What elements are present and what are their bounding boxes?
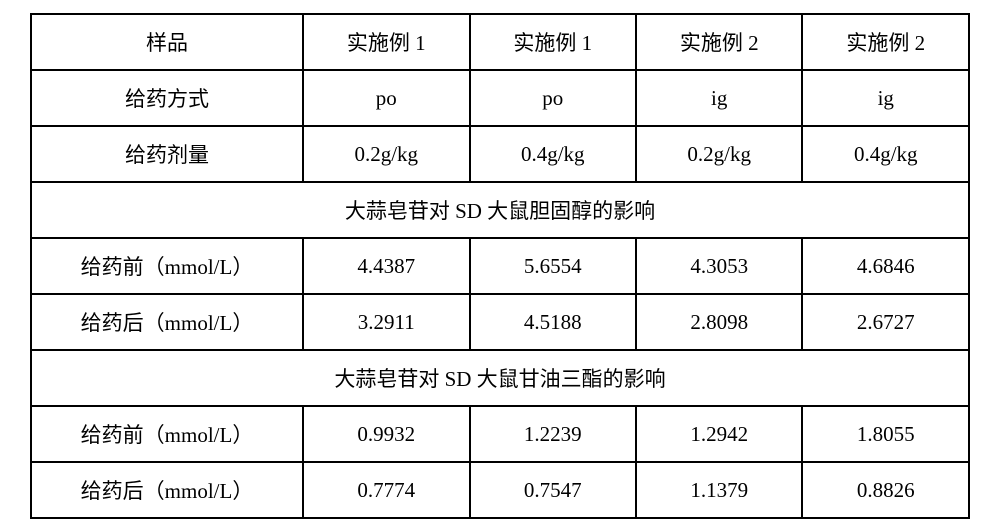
cell-data: 5.6554	[470, 238, 636, 294]
cell-label: 样品	[31, 14, 303, 70]
cell-data: 4.5188	[470, 294, 636, 350]
cell-data: 实施例 2	[802, 14, 969, 70]
table-row: 给药后（mmol/L） 0.7774 0.7547 1.1379 0.8826	[31, 462, 969, 518]
cell-data: 0.7547	[470, 462, 636, 518]
cell-data: 2.6727	[802, 294, 969, 350]
table-row: 给药前（mmol/L） 0.9932 1.2239 1.2942 1.8055	[31, 406, 969, 462]
cell-data: 0.2g/kg	[303, 126, 469, 182]
table-row: 给药剂量 0.2g/kg 0.4g/kg 0.2g/kg 0.4g/kg	[31, 126, 969, 182]
cell-data: 0.9932	[303, 406, 469, 462]
cell-label: 给药前（mmol/L）	[31, 406, 303, 462]
cell-data: po	[303, 70, 469, 126]
cell-data: 1.1379	[636, 462, 802, 518]
cell-data: 0.4g/kg	[802, 126, 969, 182]
table-row: 样品 实施例 1 实施例 1 实施例 2 实施例 2	[31, 14, 969, 70]
table-container: 样品 实施例 1 实施例 1 实施例 2 实施例 2 给药方式 po po ig…	[30, 13, 970, 519]
cell-data: 1.2942	[636, 406, 802, 462]
section-header-row: 大蒜皂苷对 SD 大鼠甘油三酯的影响	[31, 350, 969, 406]
cell-data: 0.2g/kg	[636, 126, 802, 182]
cell-data: 实施例 1	[303, 14, 469, 70]
table-row: 给药后（mmol/L） 3.2911 4.5188 2.8098 2.6727	[31, 294, 969, 350]
cell-data: 实施例 1	[470, 14, 636, 70]
cell-data: 实施例 2	[636, 14, 802, 70]
cell-label: 给药前（mmol/L）	[31, 238, 303, 294]
table-row: 给药前（mmol/L） 4.4387 5.6554 4.3053 4.6846	[31, 238, 969, 294]
cell-data: 0.8826	[802, 462, 969, 518]
table-row: 给药方式 po po ig ig	[31, 70, 969, 126]
cell-data: 0.4g/kg	[470, 126, 636, 182]
cell-data: 1.8055	[802, 406, 969, 462]
data-table: 样品 实施例 1 实施例 1 实施例 2 实施例 2 给药方式 po po ig…	[30, 13, 970, 519]
cell-data: ig	[636, 70, 802, 126]
section-title: 大蒜皂苷对 SD 大鼠胆固醇的影响	[31, 182, 969, 238]
section-title: 大蒜皂苷对 SD 大鼠甘油三酯的影响	[31, 350, 969, 406]
cell-data: 4.6846	[802, 238, 969, 294]
cell-data: 3.2911	[303, 294, 469, 350]
cell-data: 2.8098	[636, 294, 802, 350]
section-header-row: 大蒜皂苷对 SD 大鼠胆固醇的影响	[31, 182, 969, 238]
cell-data: 1.2239	[470, 406, 636, 462]
cell-label: 给药后（mmol/L）	[31, 294, 303, 350]
cell-data: 4.3053	[636, 238, 802, 294]
cell-data: 0.7774	[303, 462, 469, 518]
cell-data: po	[470, 70, 636, 126]
cell-label: 给药剂量	[31, 126, 303, 182]
cell-label: 给药方式	[31, 70, 303, 126]
cell-label: 给药后（mmol/L）	[31, 462, 303, 518]
cell-data: ig	[802, 70, 969, 126]
cell-data: 4.4387	[303, 238, 469, 294]
